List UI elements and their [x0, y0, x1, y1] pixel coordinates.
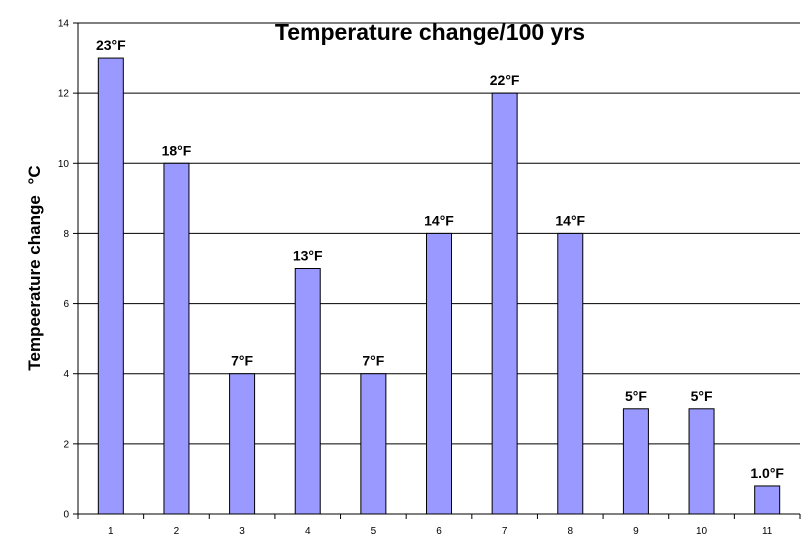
y-tick-label: 2 — [63, 439, 69, 450]
y-axis-label: Tempeerature change °C — [25, 165, 44, 370]
bar — [426, 232, 452, 515]
y-tick-labels: 0 2 4 6 8 10 12 14 — [58, 19, 70, 521]
data-label: 14°F — [424, 212, 454, 228]
y-tick-label: 8 — [63, 229, 69, 240]
x-tick-label: 4 — [305, 526, 311, 537]
data-labels: 23°F 18°F 7°F 13°F 7°F 14°F 22°F 14°F 5°F 5°F 1.0°… — [96, 37, 784, 481]
bar — [229, 373, 256, 515]
data-label: 1.0°F — [750, 465, 784, 481]
bar — [754, 485, 781, 515]
bars — [97, 57, 781, 515]
bar — [622, 408, 649, 515]
x-tick-label: 3 — [239, 526, 245, 537]
y-tick-label: 4 — [63, 369, 69, 380]
x-tick-label: 6 — [436, 526, 442, 537]
data-label: 5°F — [625, 388, 647, 404]
y-tick-label: 6 — [63, 299, 69, 310]
x-tick-label: 2 — [174, 526, 180, 537]
data-label: 7°F — [231, 353, 253, 369]
y-tick-label: 0 — [63, 510, 69, 521]
data-label: 13°F — [293, 248, 323, 264]
x-tick-label: 9 — [633, 526, 639, 537]
bar — [163, 162, 190, 515]
data-label: 22°F — [490, 72, 520, 88]
bar — [360, 373, 387, 515]
bar — [97, 57, 124, 515]
y-tick-label: 12 — [58, 89, 70, 100]
x-tick-label: 11 — [762, 526, 773, 537]
x-tick-label: 1 — [108, 526, 114, 537]
x-tick-label: 7 — [502, 526, 508, 537]
x-tick-label: 8 — [567, 526, 573, 537]
bar — [557, 232, 584, 515]
axes — [73, 22, 801, 519]
data-label: 23°F — [96, 37, 126, 53]
x-tick-labels: 1 2 3 4 5 6 7 8 9 10 11 — [108, 526, 773, 537]
y-tick-label: 14 — [58, 19, 70, 30]
y-axis-unit: °C — [25, 165, 44, 184]
y-axis-label-text: Tempeerature change — [25, 195, 44, 370]
bar — [491, 92, 518, 515]
x-tick-label: 5 — [371, 526, 377, 537]
x-tick-label: 10 — [696, 526, 708, 537]
data-label: 14°F — [555, 212, 585, 228]
data-label: 7°F — [362, 353, 384, 369]
data-label: 18°F — [162, 142, 192, 158]
y-tick-label: 10 — [58, 159, 70, 170]
svg-text:Tempeerature change °C: Tempeerature change °C — [25, 165, 44, 370]
bar — [688, 408, 715, 515]
data-label: 5°F — [691, 388, 713, 404]
bar — [294, 268, 321, 515]
